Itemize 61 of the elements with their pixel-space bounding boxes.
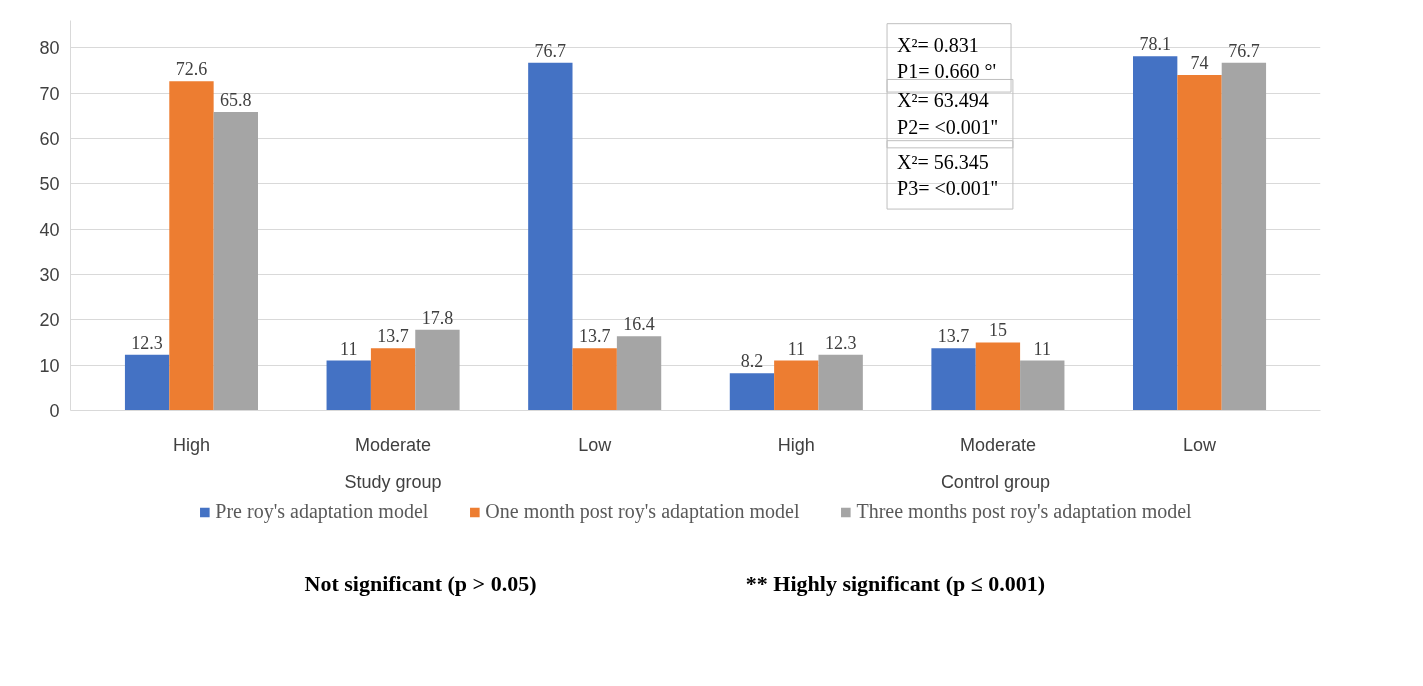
annotation: X²= 63.494 P2= <0.001'' [897, 89, 998, 138]
bar [124, 354, 170, 411]
data-label: 15 [988, 320, 1007, 341]
bar [1177, 74, 1222, 411]
data-label: 12.3 [824, 332, 857, 353]
y-tick-label: 80 [39, 38, 60, 59]
data-label: 11 [1033, 338, 1051, 359]
x-tick-label: High [777, 434, 815, 455]
bar [213, 112, 258, 411]
bar [572, 348, 617, 411]
bar [415, 329, 460, 411]
data-label: 12.3 [131, 332, 163, 353]
y-tick-label: 40 [39, 219, 60, 240]
data-label: 76.7 [1228, 40, 1260, 61]
data-label: 11 [787, 338, 805, 359]
x-tick-label: High [172, 434, 210, 455]
bar [326, 360, 371, 411]
y-tick-label: 50 [39, 174, 60, 195]
bar [729, 373, 775, 411]
text: Not significant (p > 0.05) [304, 570, 537, 596]
y-tick-label: 60 [39, 128, 60, 149]
data-label: 8.2 [740, 351, 764, 372]
bar [818, 354, 863, 411]
data-label: 65.8 [220, 90, 252, 111]
bar [1020, 360, 1065, 411]
data-label: 13.7 [578, 326, 611, 347]
data-label: 13.7 [937, 326, 970, 347]
text: Control group [940, 471, 1050, 492]
x-tick-label: Moderate [355, 434, 432, 455]
annotation: X²= 56.345 P3= <0.001'' [897, 150, 998, 200]
y-tick-label: 70 [39, 83, 60, 104]
text: Study group [344, 471, 442, 492]
x-tick-label: Low [578, 434, 613, 455]
x-tick-label: Moderate [959, 434, 1036, 455]
data-label: 72.6 [175, 59, 208, 80]
data-label: 76.7 [534, 40, 567, 61]
data-label: 78.1 [1139, 34, 1171, 55]
text: ** Highly significant (p ≤ 0.001) [745, 570, 1046, 596]
bar [1133, 56, 1178, 411]
data-label: 13.7 [377, 326, 409, 347]
y-tick-label: 0 [49, 401, 60, 421]
y-tick-label: 10 [39, 355, 60, 376]
bar [1221, 62, 1267, 411]
bar [975, 342, 1021, 411]
bar [616, 336, 662, 411]
data-label: 17.8 [421, 307, 454, 328]
bar [370, 348, 416, 411]
bar [169, 81, 214, 411]
y-tick-label: 30 [39, 264, 60, 285]
x-tick-label: Low [1183, 434, 1218, 455]
y-tick-label: 20 [39, 310, 60, 331]
data-label: 74 [1190, 52, 1209, 73]
data-label: 11 [340, 338, 358, 359]
data-label: 16.4 [623, 314, 655, 335]
legend-label: Pre roy's adaptation model [215, 500, 429, 523]
bar [931, 348, 976, 411]
annotation: X²= 0.831 P1= 0.660 °' [897, 33, 997, 83]
legend-label: Three months post roy's adaptation model [856, 500, 1192, 523]
legend-label: One month post roy's adaptation model [485, 500, 800, 523]
bar [528, 62, 573, 411]
bar [774, 360, 819, 411]
